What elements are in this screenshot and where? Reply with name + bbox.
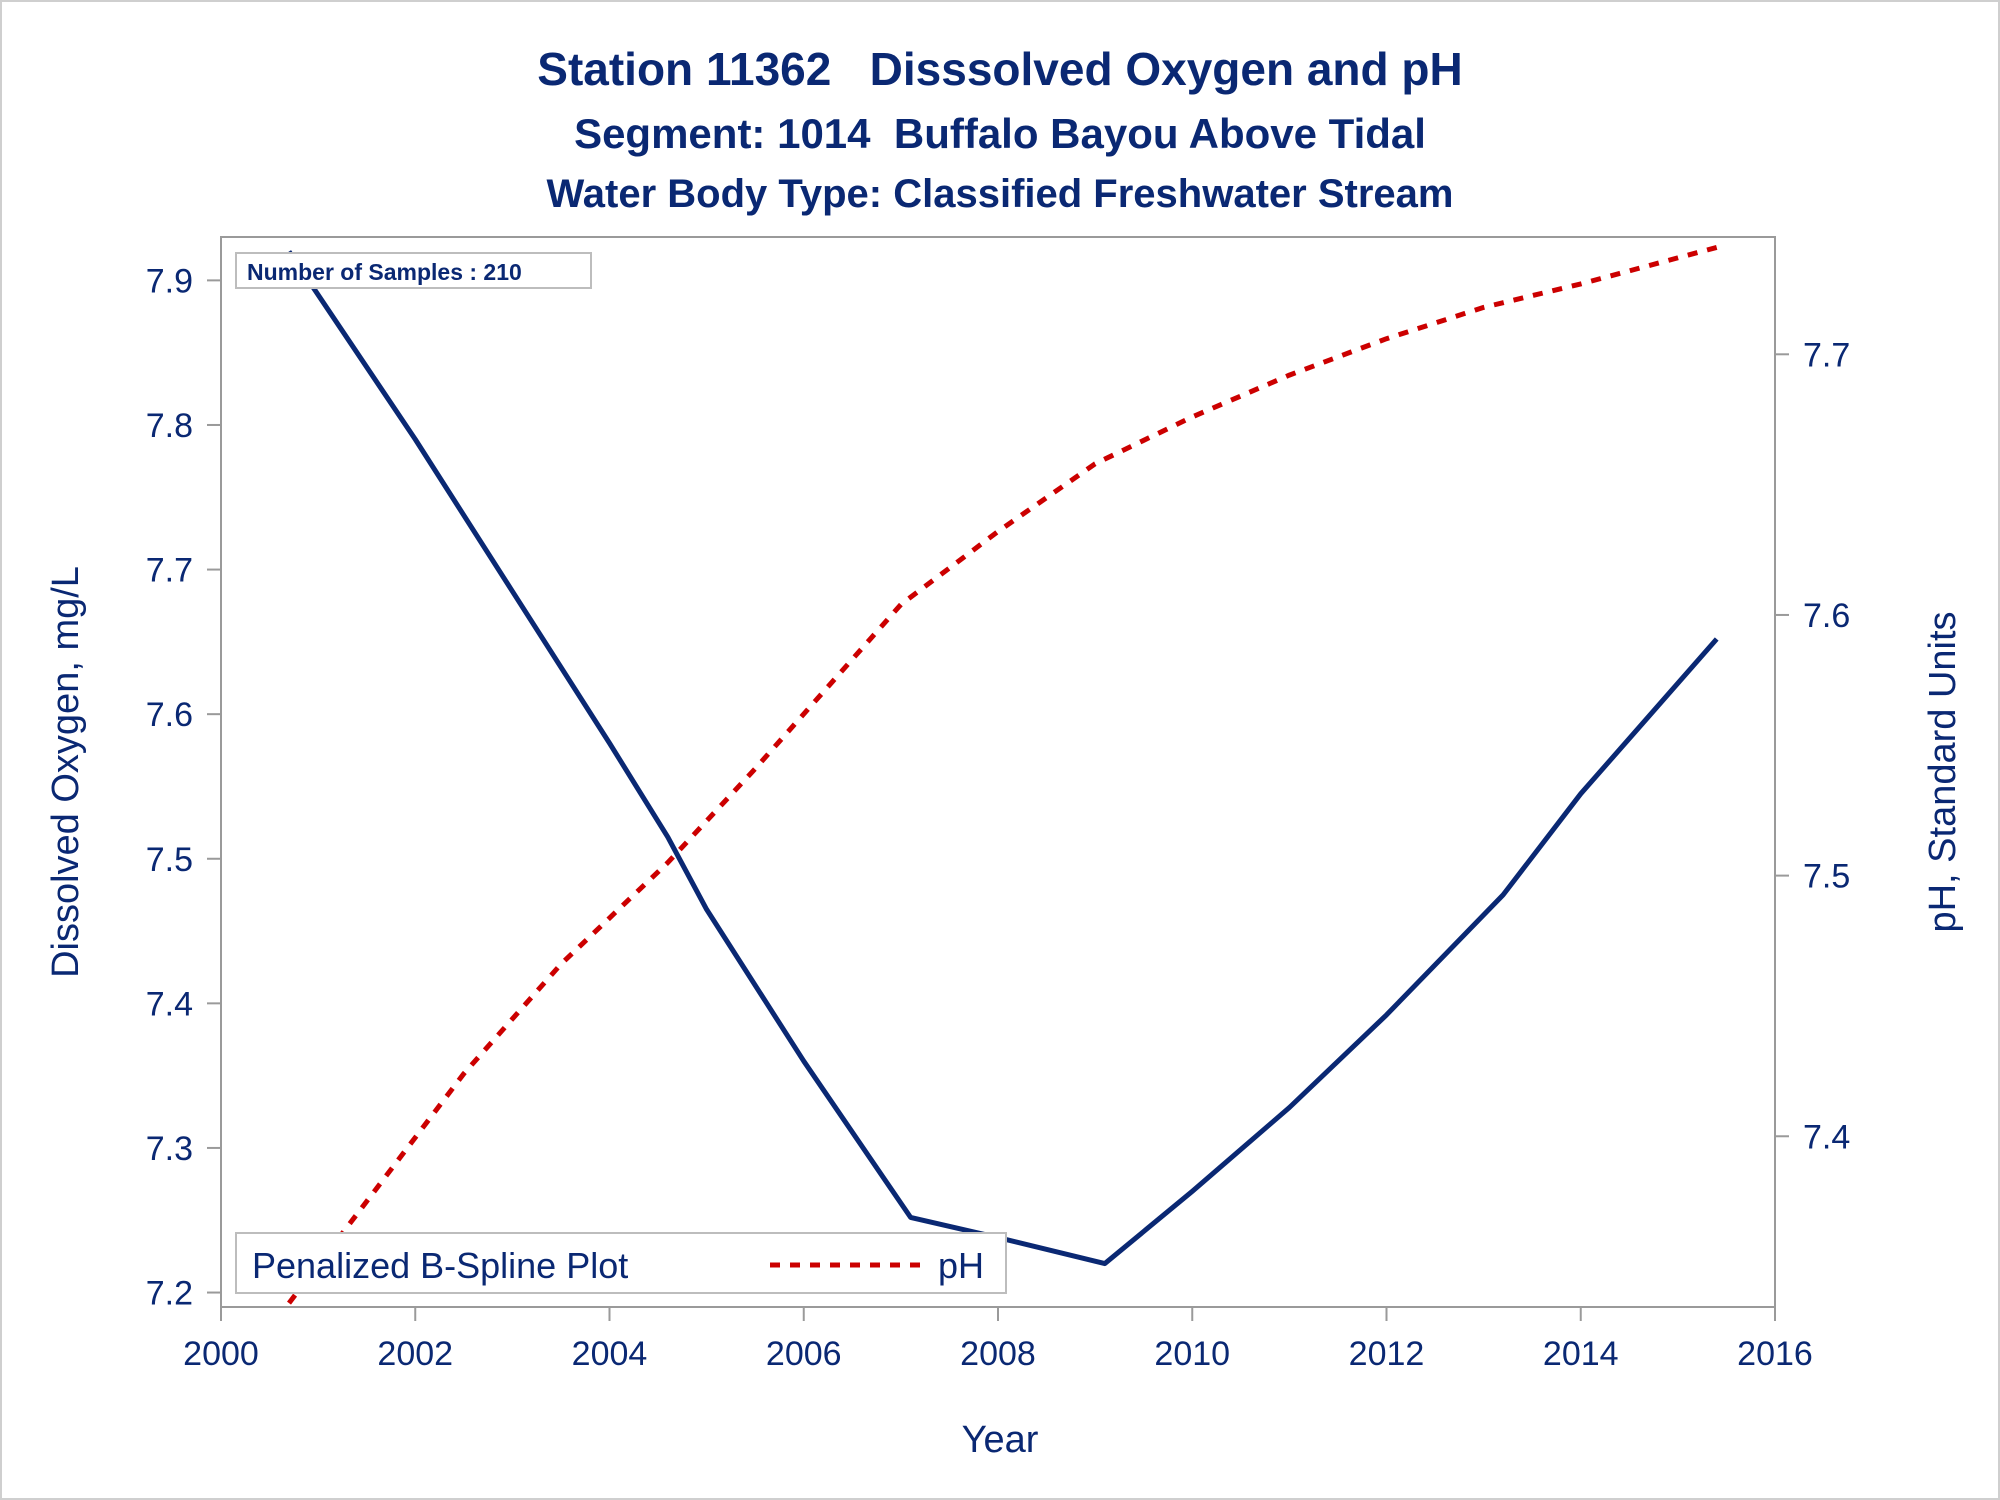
x-tick-label: 2014 <box>1543 1335 1619 1373</box>
y-tick-label: 7.5 <box>146 841 193 879</box>
x-tick-label: 2008 <box>960 1335 1036 1373</box>
x-axis: 2000 2002 2004 2006 2008 2010 2012 2014 2016 <box>183 1306 1813 1373</box>
chart-subtitle-waterbody: Water Body Type: Classified Freshwater S… <box>547 172 1454 216</box>
y-axis-right: 7.4 7.5 7.6 7.7 <box>1774 336 1850 1156</box>
y-tick-label: 7.4 <box>146 985 193 1023</box>
chart-title: Station 11362 Disssolved Oxygen and pH <box>537 43 1462 95</box>
legend-title: Penalized B-Spline Plot <box>252 1245 628 1286</box>
x-tick-label: 2004 <box>572 1335 648 1373</box>
y2-tick-label: 7.7 <box>1803 336 1850 374</box>
sample-count-inset: Number of Samples : 210 <box>235 252 592 289</box>
y2-tick-label: 7.4 <box>1803 1118 1850 1156</box>
x-tick-label: 2012 <box>1349 1335 1425 1373</box>
y-tick-label: 7.9 <box>146 262 193 300</box>
plot-area-frame <box>220 236 1776 1308</box>
dissolved-oxygen-series-line <box>286 250 1719 1267</box>
y-tick-label: 7.6 <box>146 696 193 734</box>
x-tick-label: 2000 <box>183 1335 259 1373</box>
ph-series-line <box>287 244 1718 1305</box>
y-tick-label: 7.2 <box>146 1275 193 1313</box>
legend-ph-label: pH <box>938 1245 984 1286</box>
y-tick-label: 7.3 <box>146 1130 193 1168</box>
y-tick-label: 7.7 <box>146 552 193 590</box>
x-tick-label: 2006 <box>766 1335 842 1373</box>
x-tick-label: 2002 <box>377 1335 453 1373</box>
y2-tick-label: 7.5 <box>1803 858 1850 896</box>
y-tick-label: 7.8 <box>146 407 193 445</box>
x-tick-label: 2016 <box>1737 1335 1813 1373</box>
y-axis-label: Dissolved Oxygen, mg/L <box>45 566 87 978</box>
y2-tick-label: 7.6 <box>1803 597 1850 635</box>
series-group <box>286 244 1719 1305</box>
sample-count-box <box>235 252 592 289</box>
x-tick-label: 2010 <box>1154 1335 1230 1373</box>
chart-subtitle-segment: Segment: 1014 Buffalo Bayou Above Tidal <box>574 110 1426 157</box>
legend: Penalized B-Spline Plot pH <box>235 1232 1007 1294</box>
y-axis-left: 7.2 7.3 7.4 7.5 7.6 7.7 7.8 7.9 <box>146 262 222 1313</box>
sample-count-text: Number of Samples : 210 <box>247 259 522 285</box>
x-axis-label: Year <box>962 1419 1039 1461</box>
y2-axis-label: pH, Standard Units <box>1922 611 1964 932</box>
